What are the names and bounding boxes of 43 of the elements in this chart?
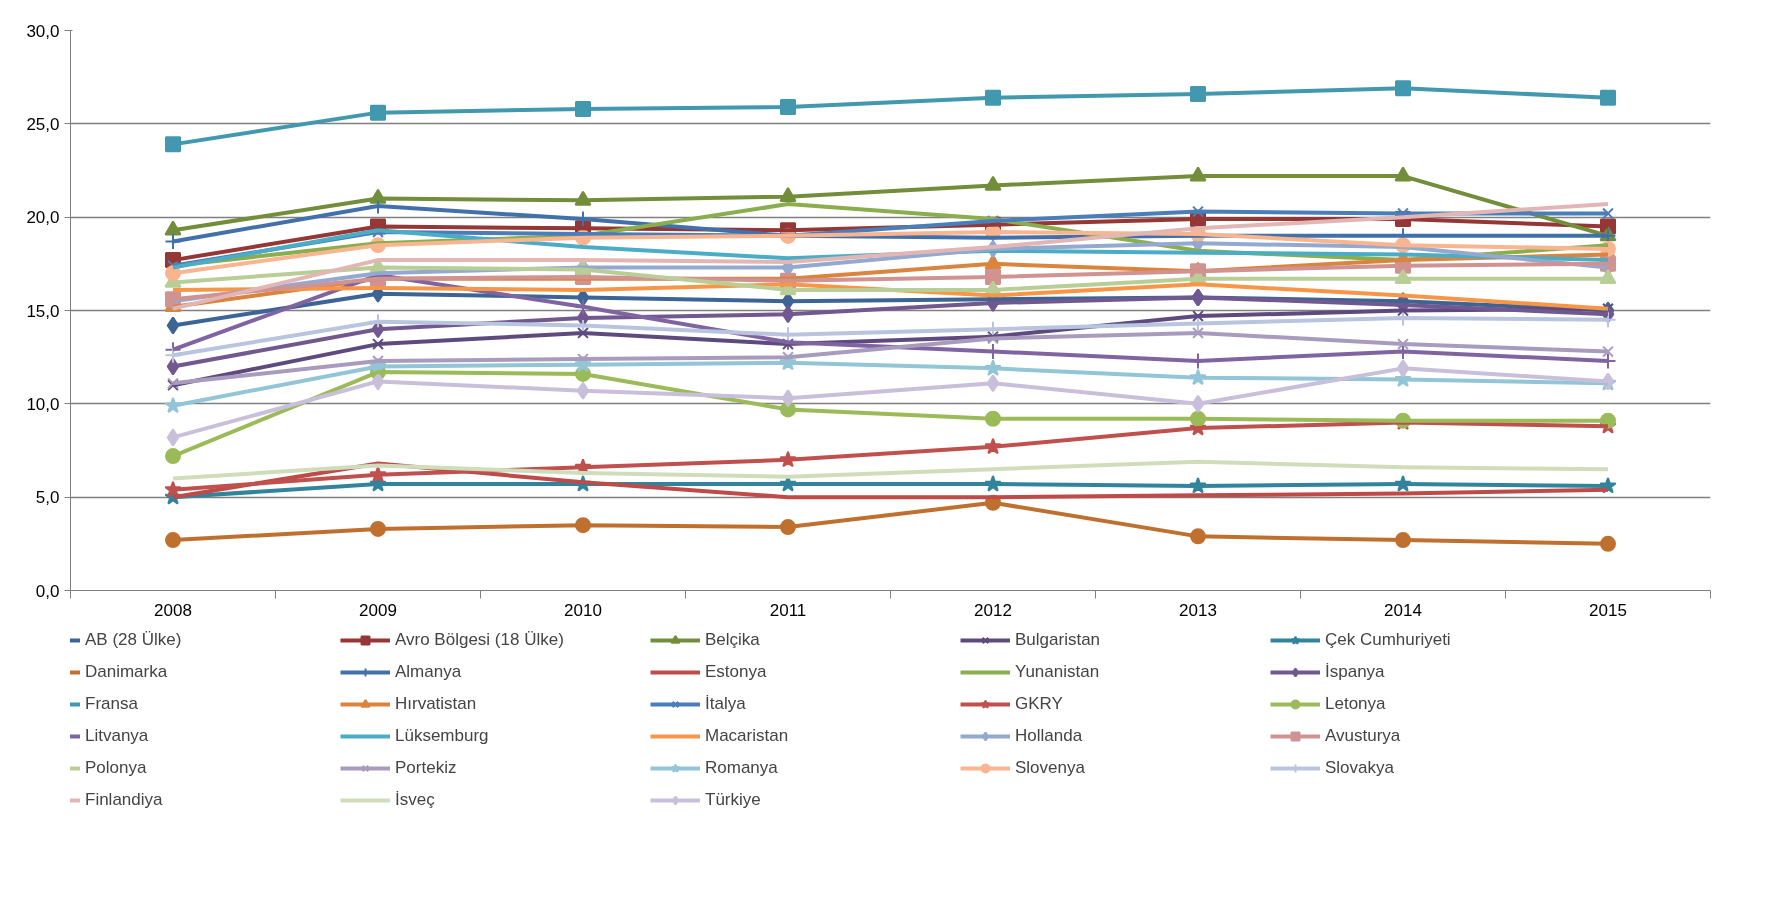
y-tick-label: 5,0 — [35, 488, 60, 508]
y-tick-label: 10,0 — [26, 394, 60, 414]
x-tick-label: 2008 — [154, 600, 192, 620]
y-tick-label: 20,0 — [26, 208, 60, 228]
legend-label: Çek Cumhuriyeti — [1325, 630, 1452, 650]
x-tick-label: 2010 — [564, 600, 602, 620]
legend-label: Yunanistan — [1015, 662, 1101, 682]
x-tick-label: 2014 — [1384, 600, 1422, 620]
legend-label: Finlandiya — [85, 790, 164, 810]
legend-label: İsveç — [395, 790, 436, 810]
legend-label: Slovakya — [1325, 758, 1395, 778]
legend-label: Hırvatistan — [395, 694, 478, 714]
legend-label: Lüksemburg — [395, 726, 490, 746]
legend-label: Polonya — [85, 758, 148, 778]
y-tick-label: 25,0 — [26, 114, 60, 134]
legend-label: Avusturya — [1325, 726, 1402, 746]
y-tick-label: 15,0 — [26, 301, 60, 321]
legend-label: GKRY — [1015, 694, 1064, 714]
legend-label: Litvanya — [85, 726, 150, 746]
legend-label: İtalya — [705, 694, 747, 714]
legend-label: Belçika — [705, 630, 761, 650]
legend-label: Estonya — [705, 662, 768, 682]
legend-label: Macaristan — [705, 726, 790, 746]
x-tick-label: 2015 — [1589, 600, 1627, 620]
legend-label: Portekiz — [395, 758, 458, 778]
legend-label: Avro Bölgesi (18 Ülke) — [395, 630, 565, 650]
legend-label: Slovenya — [1015, 758, 1086, 778]
legend-label: Almanya — [395, 662, 463, 682]
y-tick-label: 0,0 — [35, 581, 60, 601]
y-tick-label: 30,0 — [26, 21, 60, 41]
legend-label: Türkiye — [705, 790, 762, 810]
legend-label: Hollanda — [1015, 726, 1084, 746]
legend-label: Bulgaristan — [1015, 630, 1102, 650]
legend-label: Danimarka — [85, 662, 169, 682]
legend-label: Fransa — [85, 694, 139, 714]
legend-label: Letonya — [1325, 694, 1387, 714]
legend-label: İspanya — [1325, 662, 1386, 682]
x-tick-label: 2011 — [769, 600, 807, 620]
legend-label: Romanya — [705, 758, 779, 778]
x-tick-label: 2013 — [1179, 600, 1217, 620]
legend-label: AB (28 Ülke) — [85, 630, 183, 650]
x-tick-label: 2012 — [974, 600, 1012, 620]
x-tick-label: 2009 — [359, 600, 397, 620]
